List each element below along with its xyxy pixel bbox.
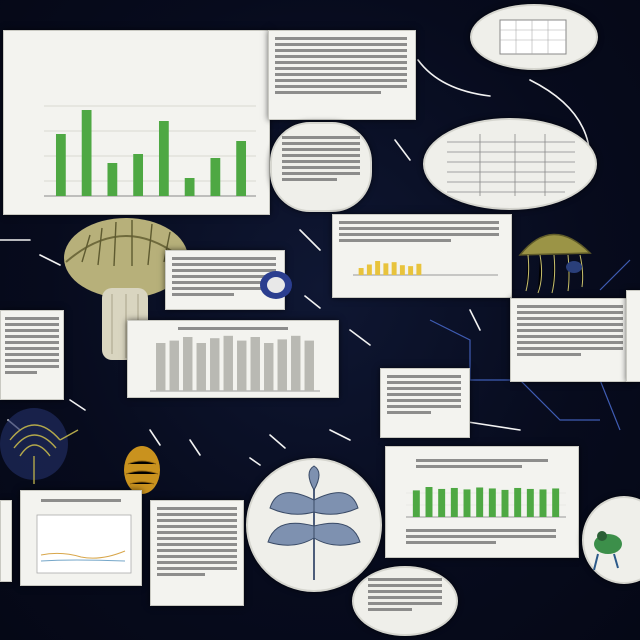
gray-bar-3 — [183, 337, 193, 391]
gray-bar-2 — [169, 340, 179, 391]
green-bar-5 — [463, 489, 471, 517]
yellow-bar-1 — [358, 268, 364, 275]
blue-cap-icon — [260, 271, 292, 299]
yellow-bar-2 — [366, 264, 372, 275]
leaf-illustration — [267, 465, 361, 580]
text-card-top — [268, 30, 416, 120]
green-bar-4 — [450, 487, 458, 517]
gray-bar-6 — [223, 335, 233, 391]
yellow-bar-chart — [353, 261, 498, 276]
seed-illustration — [124, 446, 160, 494]
gray-bar-1 — [156, 343, 166, 391]
text-card-bottom — [150, 500, 244, 606]
specimen-illustration — [0, 408, 79, 484]
gray-bar-7 — [237, 340, 247, 391]
main-bar-4 — [133, 154, 144, 196]
leaf-circle — [246, 458, 382, 592]
green-bar-3 — [438, 488, 446, 517]
green-bar-1 — [412, 490, 420, 517]
green-bar-7 — [488, 488, 496, 517]
green-bar-11 — [539, 489, 547, 517]
frog-illustration — [593, 531, 622, 571]
gray-chart-card — [127, 320, 339, 398]
green-bar-6 — [476, 487, 484, 517]
gray-bar-5 — [210, 338, 220, 391]
main-bar-chart — [44, 105, 256, 197]
main-bar-1 — [55, 134, 66, 196]
text-card-flag — [380, 368, 470, 438]
jellyfish-illustration — [518, 233, 592, 294]
green-bar-12 — [552, 488, 560, 517]
text-card-right-edge — [626, 290, 640, 382]
main-chart-card — [3, 30, 270, 215]
gray-bar-chart — [150, 335, 320, 392]
gray-bar-4 — [196, 343, 206, 391]
main-bar-3 — [107, 163, 118, 196]
main-bar-6 — [184, 178, 195, 196]
green-bar-9 — [514, 487, 522, 517]
text-oval-bottom — [352, 566, 458, 636]
edge-card-left — [0, 500, 12, 582]
main-bar-8 — [236, 141, 247, 196]
main-bar-5 — [158, 121, 169, 196]
main-bar-7 — [210, 158, 221, 196]
yellow-bar-6 — [399, 265, 405, 275]
frog-circle — [582, 496, 640, 584]
main-bar-2 — [81, 110, 92, 196]
green-chart-card — [385, 446, 579, 558]
table-oval — [423, 118, 597, 210]
line-chart-card — [20, 490, 142, 586]
text-card-left — [0, 310, 64, 400]
green-bar-chart — [406, 487, 566, 518]
gray-bar-12 — [304, 340, 314, 391]
text-card-right — [510, 298, 632, 382]
green-bar-2 — [425, 487, 433, 517]
yellow-bar-8 — [416, 263, 422, 275]
yellow-bar-3 — [375, 261, 381, 275]
yellow-bar-4 — [383, 263, 389, 275]
green-bar-10 — [526, 488, 534, 517]
yellow-bar-5 — [391, 262, 397, 275]
green-bar-8 — [501, 489, 509, 517]
gray-bar-9 — [264, 343, 274, 391]
yellow-chart-card — [332, 214, 512, 298]
gray-bar-11 — [291, 335, 301, 391]
text-pill-middle — [270, 122, 372, 212]
gray-bar-8 — [250, 337, 260, 391]
yellow-bar-7 — [408, 266, 414, 275]
line-chart-oval — [470, 4, 598, 70]
gray-bar-10 — [277, 339, 287, 391]
